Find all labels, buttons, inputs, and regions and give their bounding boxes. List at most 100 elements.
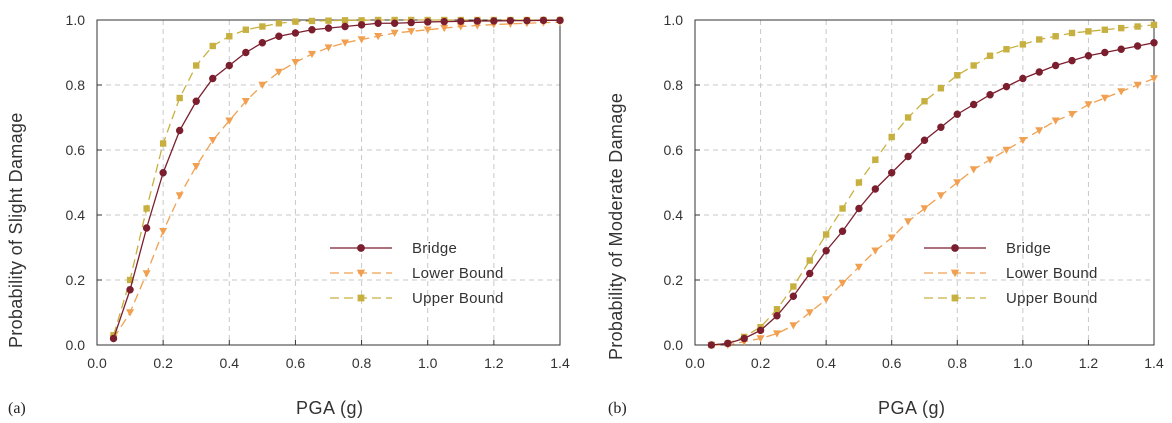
data-point <box>1117 88 1126 96</box>
y-tick-label: 0.2 <box>66 272 86 288</box>
data-point <box>374 19 382 27</box>
series-upper-bound <box>708 21 1158 349</box>
data-point <box>407 18 415 27</box>
data-point <box>855 204 863 213</box>
data-point <box>1051 61 1060 70</box>
data-point <box>1068 56 1076 65</box>
data-point <box>324 44 333 52</box>
data-point <box>357 21 366 29</box>
data-point <box>855 179 863 186</box>
data-point <box>407 28 416 36</box>
data-point <box>806 257 813 264</box>
data-point <box>888 133 895 141</box>
legend-swatch-marker <box>357 294 365 302</box>
data-point <box>953 179 962 187</box>
data-point <box>440 17 448 26</box>
data-point <box>789 292 798 300</box>
legend-swatch-marker <box>950 269 960 278</box>
data-point <box>539 16 548 25</box>
y-axis-label-a: Probability of Slight Damage <box>6 112 26 348</box>
data-point <box>142 270 151 278</box>
data-point <box>773 312 781 320</box>
data-point <box>822 296 831 304</box>
data-point <box>193 62 200 69</box>
data-point <box>1117 45 1125 53</box>
y-tick-label: 0.0 <box>664 337 684 353</box>
series-bridge <box>109 16 564 343</box>
data-point <box>1002 146 1011 154</box>
data-point <box>838 227 847 235</box>
data-point <box>1101 48 1109 57</box>
data-point <box>159 228 168 236</box>
data-point <box>275 20 283 27</box>
panel-label-b: (b) <box>608 400 627 417</box>
series-line <box>112 19 560 339</box>
data-point <box>225 117 234 125</box>
data-point <box>341 39 350 47</box>
data-point <box>457 17 465 25</box>
data-point <box>1133 81 1142 89</box>
y-tick-label: 0.4 <box>66 207 86 223</box>
data-point <box>523 16 531 25</box>
data-point <box>259 23 266 30</box>
legend-label: Bridge <box>412 240 457 257</box>
data-point <box>473 22 482 30</box>
series-line <box>112 19 560 336</box>
legend-b: Bridge Lower Bound Upper Bound <box>924 240 1098 307</box>
data-point <box>887 234 896 242</box>
data-point <box>390 29 399 37</box>
data-point <box>423 26 432 34</box>
y-tick-label: 0.4 <box>664 207 684 223</box>
data-point <box>192 163 201 171</box>
data-point <box>358 17 365 24</box>
legend-label: Lower Bound <box>412 265 504 282</box>
legend-a: Bridge Lower Bound Upper Bound <box>330 240 504 307</box>
data-point <box>1101 26 1109 33</box>
legend-label: Upper Bound <box>1006 290 1098 307</box>
data-point <box>325 17 332 24</box>
data-point <box>292 18 299 25</box>
plot-frame <box>694 19 1155 346</box>
x-tick-label: 0.0 <box>685 355 705 371</box>
data-point <box>241 98 250 106</box>
data-point <box>789 322 798 330</box>
data-point <box>872 156 879 163</box>
data-point <box>969 100 978 109</box>
data-point <box>242 26 250 33</box>
data-point <box>1002 82 1011 91</box>
data-point <box>773 306 781 313</box>
data-point <box>242 48 250 57</box>
series-line <box>711 77 1155 346</box>
data-point <box>920 136 929 144</box>
data-point <box>109 334 118 343</box>
data-point <box>937 123 945 131</box>
data-point <box>506 16 515 25</box>
data-point <box>790 283 797 290</box>
data-point <box>126 286 134 294</box>
chart-panel-a: 0.0 0.2 0.4 0.6 0.8 1.0 1.2 1.4 0.0 0.2 0.4 0.6 0.8 1… <box>6 12 570 418</box>
legend-swatch-marker <box>356 269 366 278</box>
x-tick-label: 0.6 <box>882 355 902 371</box>
data-point <box>307 50 316 59</box>
data-point <box>159 169 167 177</box>
y-tick-label: 0.6 <box>664 142 684 158</box>
y-tick-label: 1.0 <box>664 12 684 28</box>
data-point <box>291 29 300 37</box>
data-point <box>175 126 184 135</box>
x-tick-label: 1.4 <box>1144 355 1164 371</box>
data-point <box>1133 42 1142 50</box>
data-point <box>1150 75 1158 83</box>
x-axis-label-a: PGA (g) <box>296 398 364 418</box>
y-tick-label: 0.8 <box>66 77 86 93</box>
x-tick-label: 1.2 <box>1079 355 1099 371</box>
data-point <box>871 247 880 255</box>
data-point <box>954 72 961 79</box>
data-point <box>937 85 945 92</box>
data-point <box>324 24 333 32</box>
data-point <box>1019 74 1027 83</box>
series-line <box>711 24 1155 346</box>
data-point <box>740 334 748 343</box>
data-point <box>1150 21 1158 29</box>
data-point <box>1035 68 1043 76</box>
data-point <box>1068 111 1077 119</box>
